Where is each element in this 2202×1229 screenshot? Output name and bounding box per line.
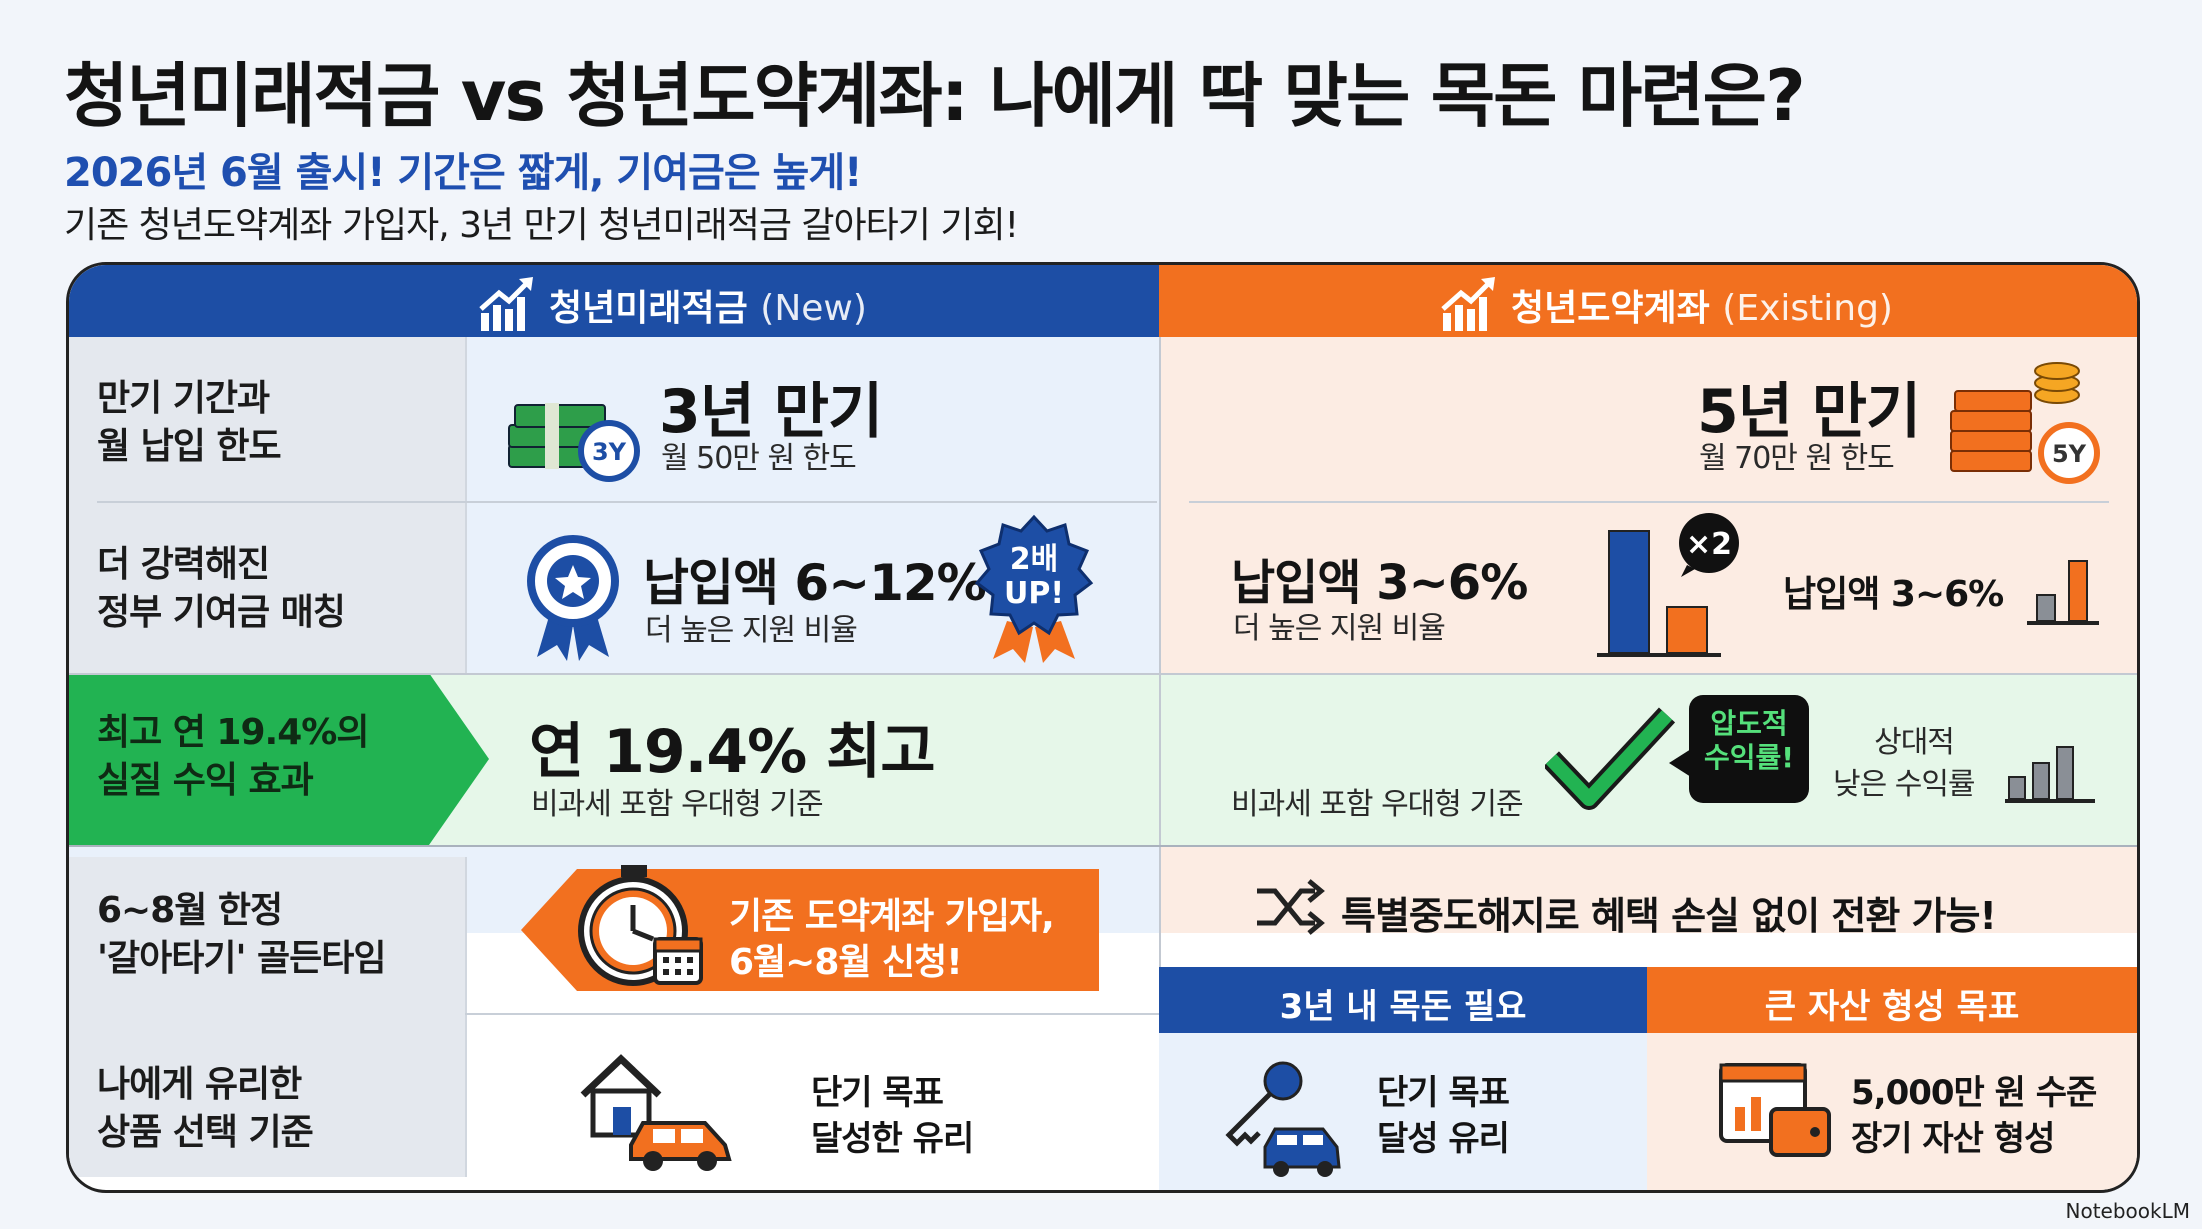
matching-left-main: 납입액 6~12% xyxy=(643,554,987,612)
choice-left-line1: 단기 목표 xyxy=(811,1073,944,1113)
growth-chart-icon xyxy=(479,277,533,331)
matching-right-sub: 더 높은 지원 비율 xyxy=(1233,611,1446,646)
choice-left-line2: 달성한 유리 xyxy=(811,1119,974,1159)
small-bar-chart-icon xyxy=(2027,560,2099,625)
matching-right-main: 납입액 3~6% xyxy=(1231,555,1528,611)
checkmark-icon xyxy=(1545,707,1675,810)
row-label-return-1: 최고 연 19.4%의 xyxy=(97,712,369,753)
badge-text-line1: 2배 xyxy=(1010,542,1058,577)
column-header-new: 청년미래적금 (New) xyxy=(69,265,1159,337)
bar-chart-icon: ×2 xyxy=(1597,513,1739,657)
bubble-line2: 수익률! xyxy=(1703,741,1795,774)
badge-burst-icon: 2배 UP! xyxy=(974,514,1094,663)
column-tag-new: (New) xyxy=(760,288,867,329)
switch-right-text: 특별중도해지로 혜택 손실 없이 전환 가능! xyxy=(1341,894,1997,938)
row-label-matching-2: 정부 기여금 매칭 xyxy=(97,592,346,633)
return-bubble: 압도적 수익률! xyxy=(1689,695,1809,803)
choice-orange-line1: 5,000만 원 수준 xyxy=(1851,1073,2097,1113)
return-relative-1: 상대적 xyxy=(1874,725,1955,760)
term-right-main: 5년 만기 xyxy=(1697,377,1921,447)
column-header-existing: 청년도약계좌 (Existing) xyxy=(1159,265,2137,337)
matching-left-sub: 더 높은 지원 비율 xyxy=(645,613,858,648)
page-description: 기존 청년도약계좌 가입자, 3년 만기 청년미래적금 갈아타기 기회! xyxy=(64,205,1019,246)
row-label-switch-1: 6~8월 한정 xyxy=(97,890,283,931)
page-subtitle: 2026년 6월 출시! 기간은 짧게, 기여금은 높게! xyxy=(64,150,862,196)
long-term-header: 큰 자산 형성 목표 xyxy=(1647,967,2137,1033)
row-label-term-1: 만기 기간과 xyxy=(97,378,270,419)
switch-banner-line2: 6월~8월 신청! xyxy=(729,942,963,983)
column-tag-existing: (Existing) xyxy=(1722,288,1893,329)
return-left-main: 연 19.4% 최고 xyxy=(529,717,936,787)
calendar-icon xyxy=(653,937,703,985)
term-left-main: 3년 만기 xyxy=(659,377,883,447)
return-right-sub: 비과세 포함 우대형 기준 xyxy=(1231,787,1524,822)
choice-blue-line1: 단기 목표 xyxy=(1377,1073,1510,1113)
rising-bars-icon xyxy=(2005,746,2095,803)
medal-icon xyxy=(527,535,619,661)
matching-right-side-text: 납입액 3~6% xyxy=(1783,574,2004,615)
row-label-matching-1: 더 강력해진 xyxy=(97,544,270,585)
column-name-new: 청년미래적금 xyxy=(549,288,748,329)
shuffle-icon xyxy=(1257,879,1325,935)
return-left-sub: 비과세 포함 우대형 기준 xyxy=(531,787,824,822)
short-term-header: 3년 내 목돈 필요 xyxy=(1159,967,1647,1033)
row-label-choice-2: 상품 선택 기준 xyxy=(97,1112,314,1153)
car-small-icon xyxy=(1263,1127,1341,1177)
row-label-choice-1: 나에게 유리한 xyxy=(97,1064,302,1105)
money-stack-icon: 3Y xyxy=(508,403,640,482)
badge-text-line2: UP! xyxy=(1004,576,1064,611)
term-icon-right-text: 5Y xyxy=(2052,440,2087,468)
column-name-existing: 청년도약계좌 xyxy=(1511,288,1710,329)
choice-blue-line2: 달성 유리 xyxy=(1377,1119,1510,1159)
row-label-switch-2: '갈아타기' 골든타임 xyxy=(97,938,387,979)
multiplier-text: ×2 xyxy=(1686,527,1732,562)
comparison-table: 청년미래적금 (New) 청년도약계좌 (Existing) 만기 기간과 월 … xyxy=(66,262,2140,1193)
term-right-sub: 월 70만 원 한도 xyxy=(1699,441,1895,476)
wallet-icon xyxy=(1719,1063,1831,1157)
coin-stack-icon: 5Y xyxy=(1950,362,2100,484)
notebooklm-logo: NotebookLM xyxy=(2065,1199,2191,1223)
row-label-return-2: 실질 수익 효과 xyxy=(97,760,314,801)
return-relative-2: 낮은 수익률 xyxy=(1833,767,1976,802)
choice-orange-line2: 장기 자산 형성 xyxy=(1851,1119,2055,1159)
bubble-line1: 압도적 xyxy=(1710,707,1788,740)
highlight-arrow xyxy=(69,673,489,845)
car-icon xyxy=(629,1121,732,1171)
key-icon xyxy=(1225,1061,1341,1177)
growth-chart-icon xyxy=(1441,277,1495,331)
term-left-sub: 월 50만 원 한도 xyxy=(661,441,857,476)
stopwatch-icon xyxy=(578,865,703,986)
term-icon-left-text: 3Y xyxy=(592,438,627,466)
page-title: 청년미래적금 vs 청년도약계좌: 나에게 딱 맞는 목돈 마련은? xyxy=(64,55,1806,137)
row-label-term-2: 월 납입 한도 xyxy=(97,426,282,467)
switch-banner-line1: 기존 도약계좌 가입자, xyxy=(729,896,1055,937)
